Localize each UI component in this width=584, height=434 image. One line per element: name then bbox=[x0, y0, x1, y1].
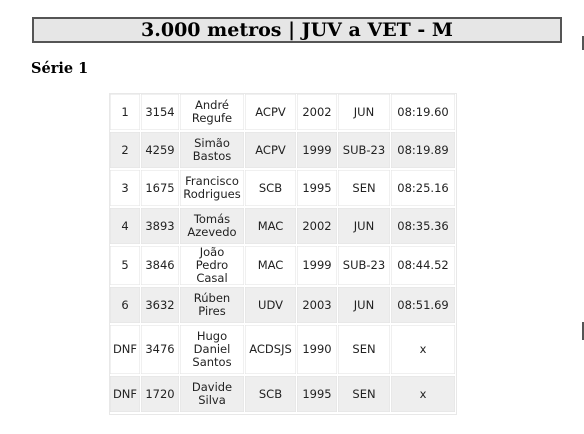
section-title: Série 1 bbox=[31, 60, 89, 77]
category-cell: JUN bbox=[338, 287, 391, 325]
club-cell: SCB bbox=[245, 376, 297, 414]
position-cell: DNF bbox=[110, 325, 141, 376]
bib-cell: 3632 bbox=[141, 287, 180, 325]
time-cell: x bbox=[391, 325, 456, 376]
table-row: DNF 1720 Davide Silva SCB 1995 SEN x bbox=[110, 376, 456, 414]
athlete-name-cell: André Regufe bbox=[180, 94, 245, 132]
event-title: 3.000 metros | JUV a VET - M bbox=[32, 17, 562, 43]
club-cell: SCB bbox=[245, 170, 297, 208]
category-cell: SEN bbox=[338, 376, 391, 414]
table-row: 5 3846 João Pedro Casal MAC 1999 SUB-23 … bbox=[110, 246, 456, 287]
edge-divider-bottom bbox=[582, 322, 584, 340]
athlete-name-cell: Davide Silva bbox=[180, 376, 245, 414]
table-row: 3 1675 Francisco Rodrigues SCB 1995 SEN … bbox=[110, 170, 456, 208]
edge-divider-top bbox=[582, 36, 584, 50]
bib-cell: 1720 bbox=[141, 376, 180, 414]
birth-year-cell: 1995 bbox=[297, 170, 338, 208]
bib-cell: 3154 bbox=[141, 94, 180, 132]
category-cell: SUB-23 bbox=[338, 246, 391, 287]
birth-year-cell: 1999 bbox=[297, 246, 338, 287]
category-cell: SEN bbox=[338, 170, 391, 208]
category-cell: SEN bbox=[338, 325, 391, 376]
bib-cell: 3846 bbox=[141, 246, 180, 287]
bib-cell: 1675 bbox=[141, 170, 180, 208]
bib-cell: 3476 bbox=[141, 325, 180, 376]
time-cell: 08:25.16 bbox=[391, 170, 456, 208]
birth-year-cell: 2003 bbox=[297, 287, 338, 325]
time-cell: 08:35.36 bbox=[391, 208, 456, 246]
athlete-name-cell: Rúben Pires bbox=[180, 287, 245, 325]
athlete-name-cell: João Pedro Casal bbox=[180, 246, 245, 287]
results-table: 1 3154 André Regufe ACPV 2002 JUN 08:19.… bbox=[109, 93, 457, 415]
position-cell: 4 bbox=[110, 208, 141, 246]
category-cell: JUN bbox=[338, 94, 391, 132]
position-cell: 2 bbox=[110, 132, 141, 170]
bib-cell: 4259 bbox=[141, 132, 180, 170]
table-row: 6 3632 Rúben Pires UDV 2003 JUN 08:51.69 bbox=[110, 287, 456, 325]
club-cell: MAC bbox=[245, 208, 297, 246]
table-row: 1 3154 André Regufe ACPV 2002 JUN 08:19.… bbox=[110, 94, 456, 132]
position-cell: 6 bbox=[110, 287, 141, 325]
category-cell: JUN bbox=[338, 208, 391, 246]
bib-cell: 3893 bbox=[141, 208, 180, 246]
birth-year-cell: 2002 bbox=[297, 94, 338, 132]
time-cell: 08:19.60 bbox=[391, 94, 456, 132]
table-row: 2 4259 Simão Bastos ACPV 1999 SUB-23 08:… bbox=[110, 132, 456, 170]
club-cell: ACPV bbox=[245, 94, 297, 132]
club-cell: ACDSJS bbox=[245, 325, 297, 376]
position-cell: DNF bbox=[110, 376, 141, 414]
time-cell: 08:19.89 bbox=[391, 132, 456, 170]
position-cell: 5 bbox=[110, 246, 141, 287]
club-cell: MAC bbox=[245, 246, 297, 287]
category-cell: SUB-23 bbox=[338, 132, 391, 170]
table-row: DNF 3476 Hugo Daniel Santos ACDSJS 1990 … bbox=[110, 325, 456, 376]
time-cell: 08:51.69 bbox=[391, 287, 456, 325]
time-cell: 08:44.52 bbox=[391, 246, 456, 287]
athlete-name-cell: Tomás Azevedo bbox=[180, 208, 245, 246]
birth-year-cell: 1990 bbox=[297, 325, 338, 376]
athlete-name-cell: Simão Bastos bbox=[180, 132, 245, 170]
athlete-name-cell: Francisco Rodrigues bbox=[180, 170, 245, 208]
birth-year-cell: 2002 bbox=[297, 208, 338, 246]
athlete-name-cell: Hugo Daniel Santos bbox=[180, 325, 245, 376]
birth-year-cell: 1999 bbox=[297, 132, 338, 170]
position-cell: 1 bbox=[110, 94, 141, 132]
club-cell: ACPV bbox=[245, 132, 297, 170]
table-row: 4 3893 Tomás Azevedo MAC 2002 JUN 08:35.… bbox=[110, 208, 456, 246]
position-cell: 3 bbox=[110, 170, 141, 208]
birth-year-cell: 1995 bbox=[297, 376, 338, 414]
time-cell: x bbox=[391, 376, 456, 414]
club-cell: UDV bbox=[245, 287, 297, 325]
